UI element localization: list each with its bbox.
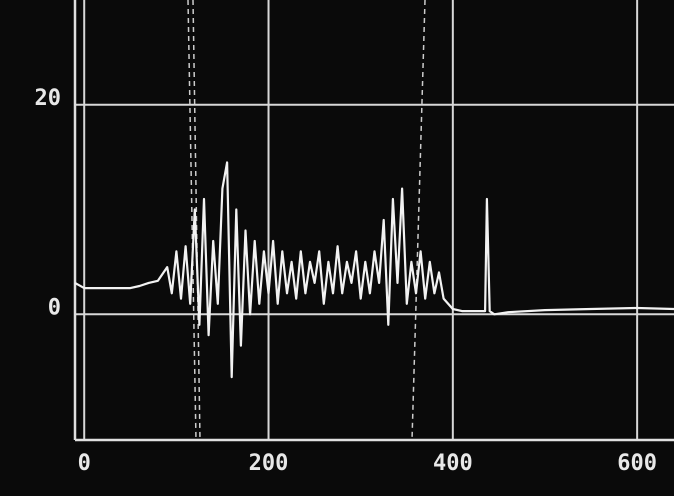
y-tick-label: 0 <box>48 295 61 320</box>
x-tick-label: 400 <box>433 451 473 476</box>
signal-line <box>75 162 674 377</box>
chart: 0 200 400 600 0 20 <box>0 0 674 496</box>
cursor-line <box>412 0 425 440</box>
y-tick-label: 20 <box>35 86 62 111</box>
x-tick-label: 600 <box>617 451 657 476</box>
x-tick-label: 200 <box>249 451 289 476</box>
x-tick-label: 0 <box>78 451 91 476</box>
page: 0200400600020 (() => { const data = JSON… <box>0 0 674 496</box>
